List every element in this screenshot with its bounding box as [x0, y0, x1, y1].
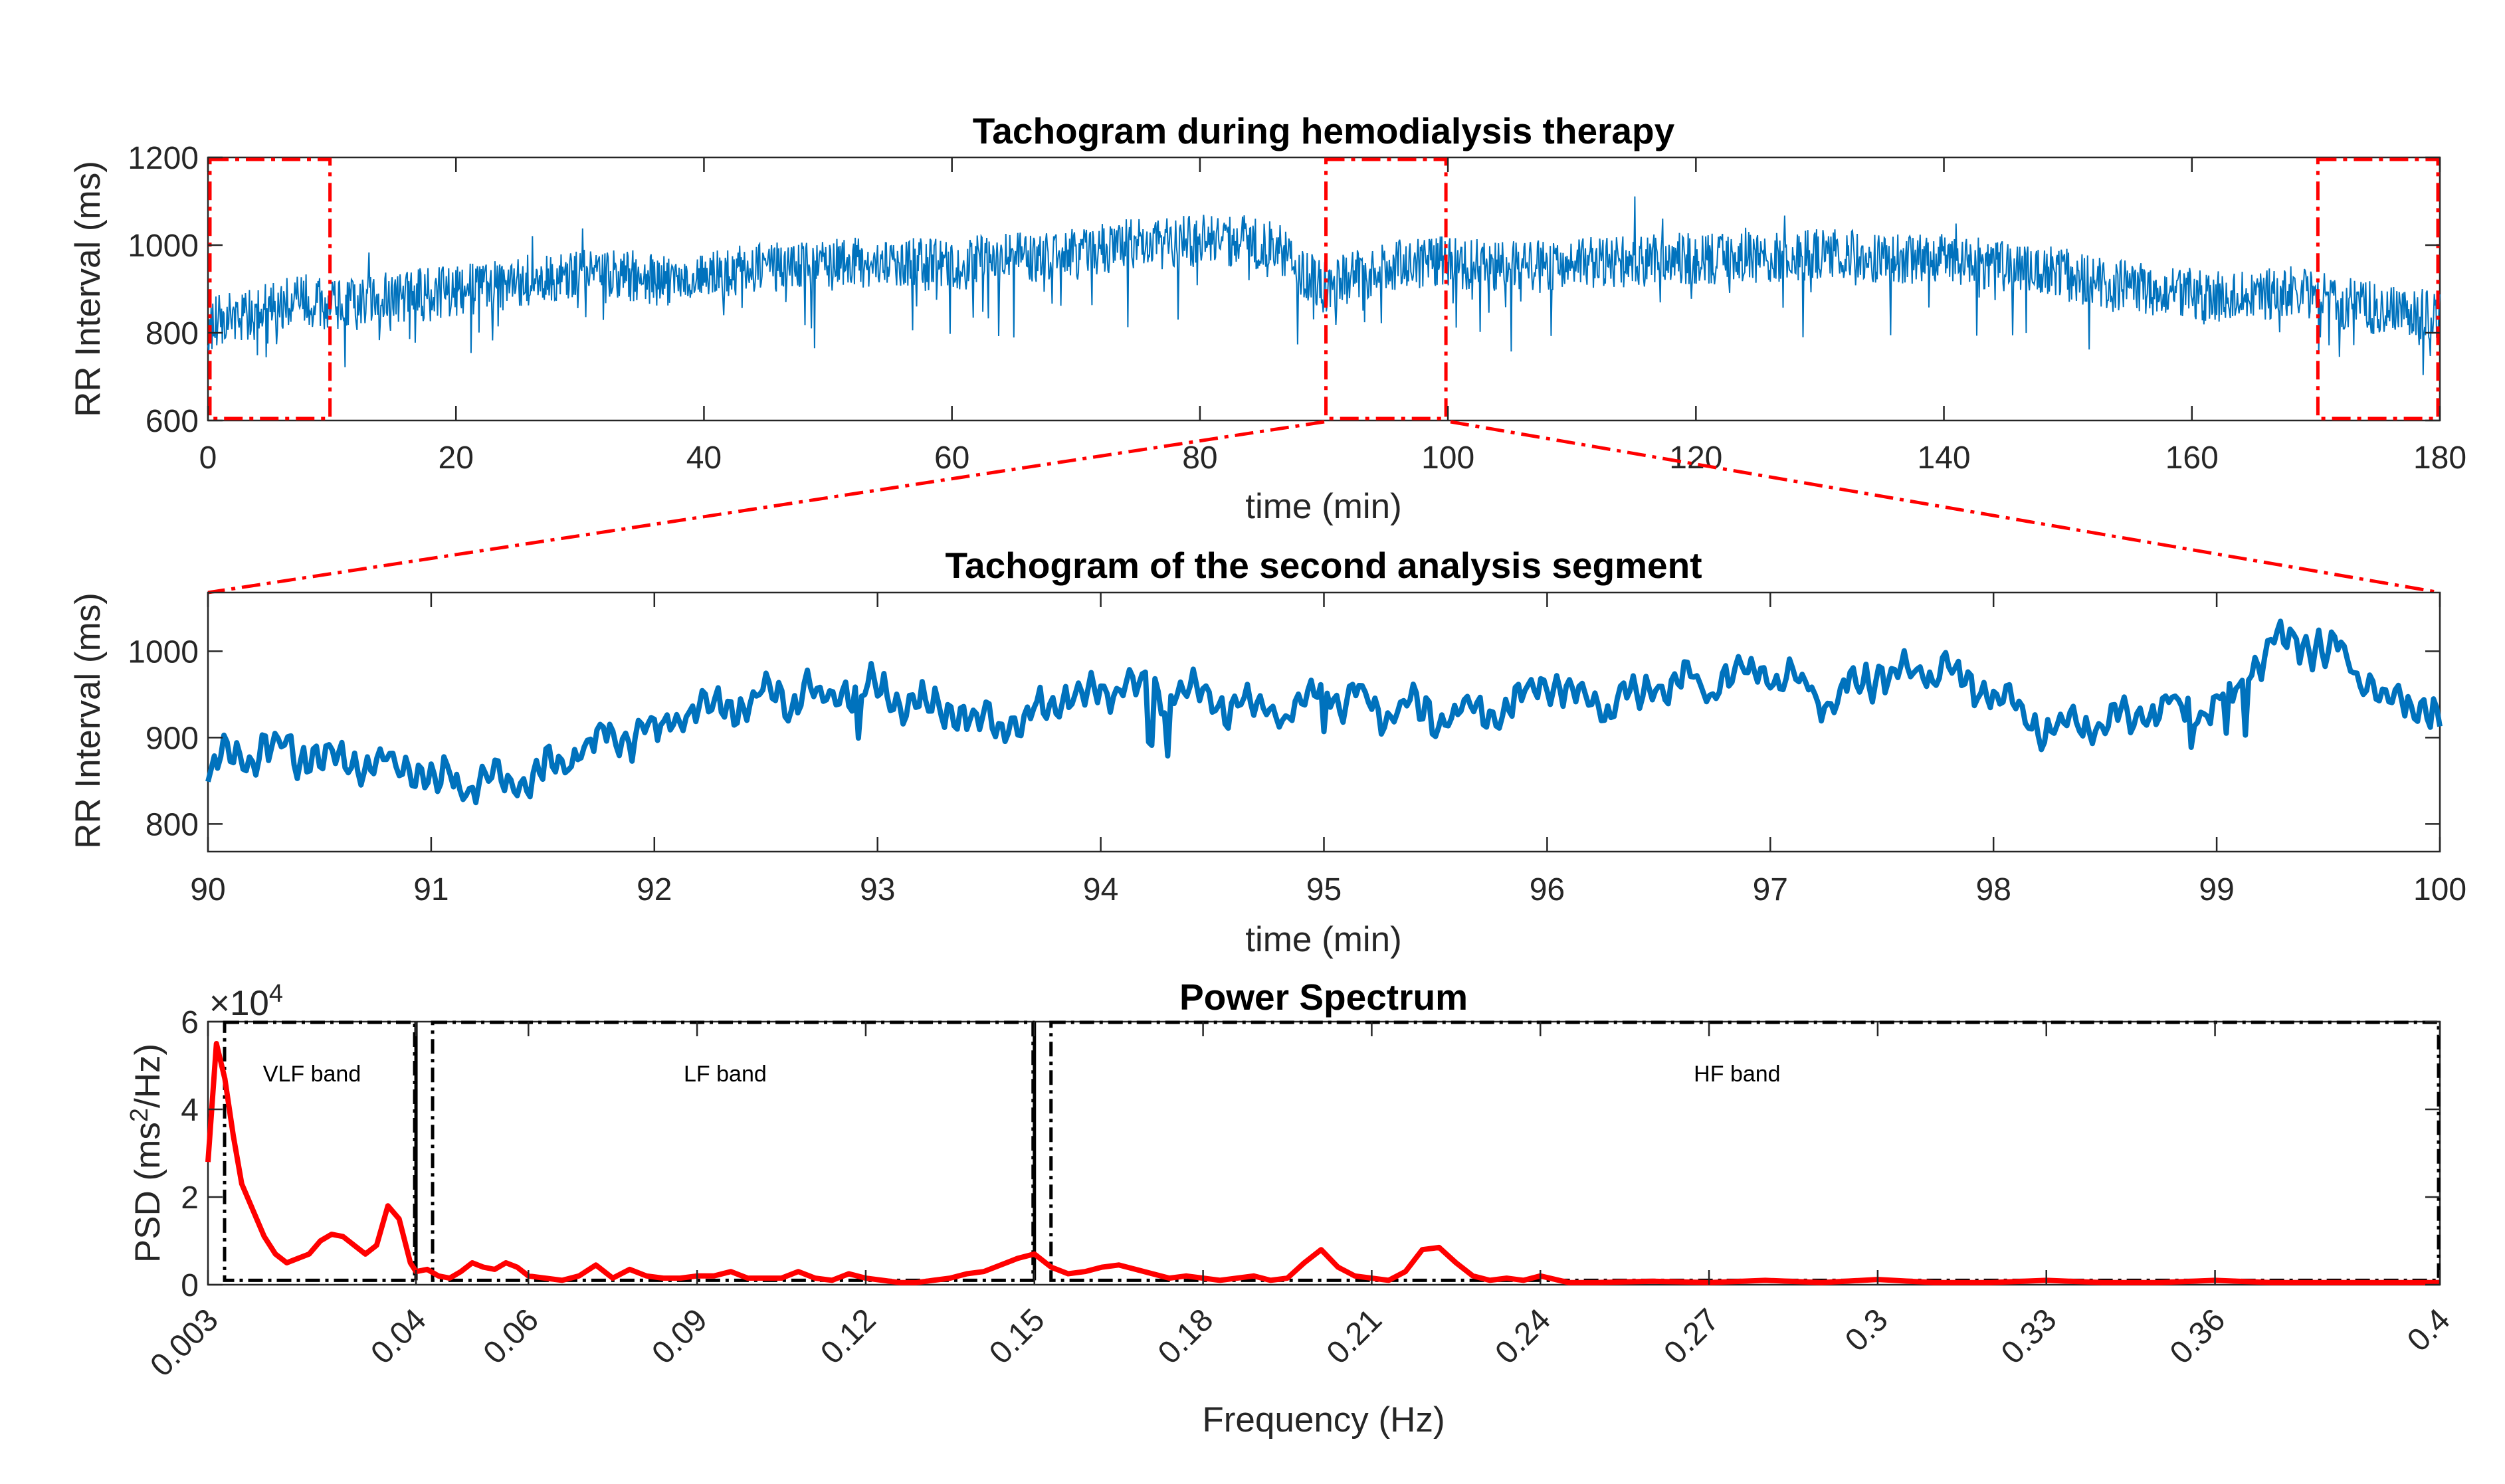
tachogram-full-plot-area [207, 196, 2441, 375]
power-spectrum-y-ticks: 0 2 4 6 [181, 1005, 2440, 1303]
power-spectrum-ytick-label: 4 [181, 1093, 199, 1128]
tachogram-segment-xtick-label: 99 [2199, 872, 2234, 907]
highlight-box-1 [208, 157, 332, 420]
tachogram-segment-xtick-label: 100 [2413, 872, 2466, 907]
highlight-box-3 [2316, 157, 2440, 420]
tachogram-segment-xtick-label: 97 [1753, 872, 1788, 907]
tachogram-segment-series-line [205, 618, 2443, 806]
ylabel-tail: /Hz) [128, 1044, 167, 1108]
tachogram-full-ytick-label: 600 [146, 404, 199, 439]
tachogram-segment-xtick-label: 95 [1306, 872, 1342, 907]
tachogram-segment-xtick-label: 94 [1083, 872, 1118, 907]
power-spectrum-ytick-label: 2 [181, 1180, 199, 1216]
tachogram-full-xtick-label: 140 [1918, 440, 1971, 476]
tachogram-segment-ylabel: RR Interval (ms) [68, 593, 108, 849]
exponent-base: ×10 [209, 984, 269, 1023]
zoom-connector-left [207, 420, 1325, 595]
ylabel-superscript: 2 [126, 1108, 153, 1122]
tachogram-full-panel: Tachogram during hemodialysis therapy 0 2… [68, 110, 2466, 526]
tachogram-segment-plot-area [205, 618, 2443, 806]
tachogram-full-xtick-label: 160 [2165, 440, 2219, 476]
power-spectrum-plot-area [205, 1041, 2440, 1285]
tachogram-full-series-line [207, 196, 2441, 375]
tachogram-full-xtick-label: 180 [2413, 440, 2466, 476]
tachogram-segment-x-ticks: 90 91 92 93 94 95 96 97 98 99 100 [190, 593, 2466, 907]
tachogram-segment-panel: Tachogram of the second analysis segment… [68, 545, 2466, 959]
power-spectrum-exponent: ×104 [209, 980, 283, 1023]
tachogram-full-highlight-boxes [208, 157, 2440, 420]
exponent-power: 4 [269, 980, 283, 1008]
tachogram-full-xtick-label: 40 [686, 440, 722, 476]
tachogram-full-ytick-label: 1000 [128, 229, 199, 264]
tachogram-segment-xlabel: time (min) [1245, 920, 1402, 959]
power-spectrum-ylabel: PSD (ms2/Hz) [126, 1044, 167, 1263]
highlight-box-2 [1324, 157, 1448, 420]
ylabel-main: PSD (ms [128, 1122, 167, 1263]
tachogram-segment-ytick-label: 1000 [128, 634, 199, 670]
tachogram-full-xtick-label: 100 [1421, 440, 1474, 476]
tachogram-full-xtick-label: 0 [199, 440, 217, 476]
tachogram-segment-ytick-label: 800 [146, 807, 199, 842]
tachogram-full-y-ticks: 600 800 1000 1200 [128, 141, 2440, 439]
zoom-connector-right [1450, 420, 2441, 595]
tachogram-full-xtick-label: 80 [1182, 440, 1217, 476]
hf-band-box [1049, 1020, 2441, 1282]
vlf-band-label: VLF band [263, 1062, 361, 1087]
tachogram-segment-xtick-label: 98 [1976, 872, 2011, 907]
tachogram-full-ytick-label: 1200 [128, 141, 199, 176]
tachogram-segment-xtick-label: 96 [1530, 872, 1565, 907]
power-spectrum-band-boxes: VLF band LF band HF band [223, 1020, 2441, 1282]
tachogram-segment-xtick-label: 92 [637, 872, 672, 907]
tachogram-full-ylabel: RR Interval (ms) [68, 161, 108, 417]
tachogram-segment-xtick-label: 93 [860, 872, 895, 907]
tachogram-full-xtick-label: 60 [934, 440, 969, 476]
power-spectrum-series-line [205, 1041, 2440, 1285]
tachogram-segment-xtick-label: 91 [413, 872, 449, 907]
tachogram-full-ytick-label: 800 [146, 316, 199, 351]
lf-band-label: LF band [684, 1062, 767, 1087]
tachogram-segment-xtick-label: 90 [190, 872, 225, 907]
power-spectrum-xlabel: Frequency (Hz) [1202, 1400, 1445, 1439]
tachogram-full-x-ticks: 0 20 40 60 80 100 120 140 160 180 [199, 157, 2466, 476]
tachogram-full-title: Tachogram during hemodialysis therapy [973, 110, 1675, 151]
tachogram-full-xtick-label: 120 [1669, 440, 1722, 476]
lf-band-box [431, 1020, 1035, 1282]
tachogram-segment-y-ticks: 800 900 1000 [128, 634, 2440, 842]
tachogram-segment-ytick-label: 900 [146, 721, 199, 756]
tachogram-segment-title: Tachogram of the second analysis segment [945, 545, 1702, 586]
tachogram-full-xlabel: time (min) [1245, 487, 1402, 526]
power-spectrum-title: Power Spectrum [1179, 976, 1468, 1018]
tachogram-full-xtick-label: 20 [439, 440, 474, 476]
power-spectrum-ytick-label: 0 [181, 1268, 199, 1303]
power-spectrum-ytick-label: 6 [181, 1005, 199, 1040]
hf-band-label: HF band [1694, 1062, 1780, 1087]
